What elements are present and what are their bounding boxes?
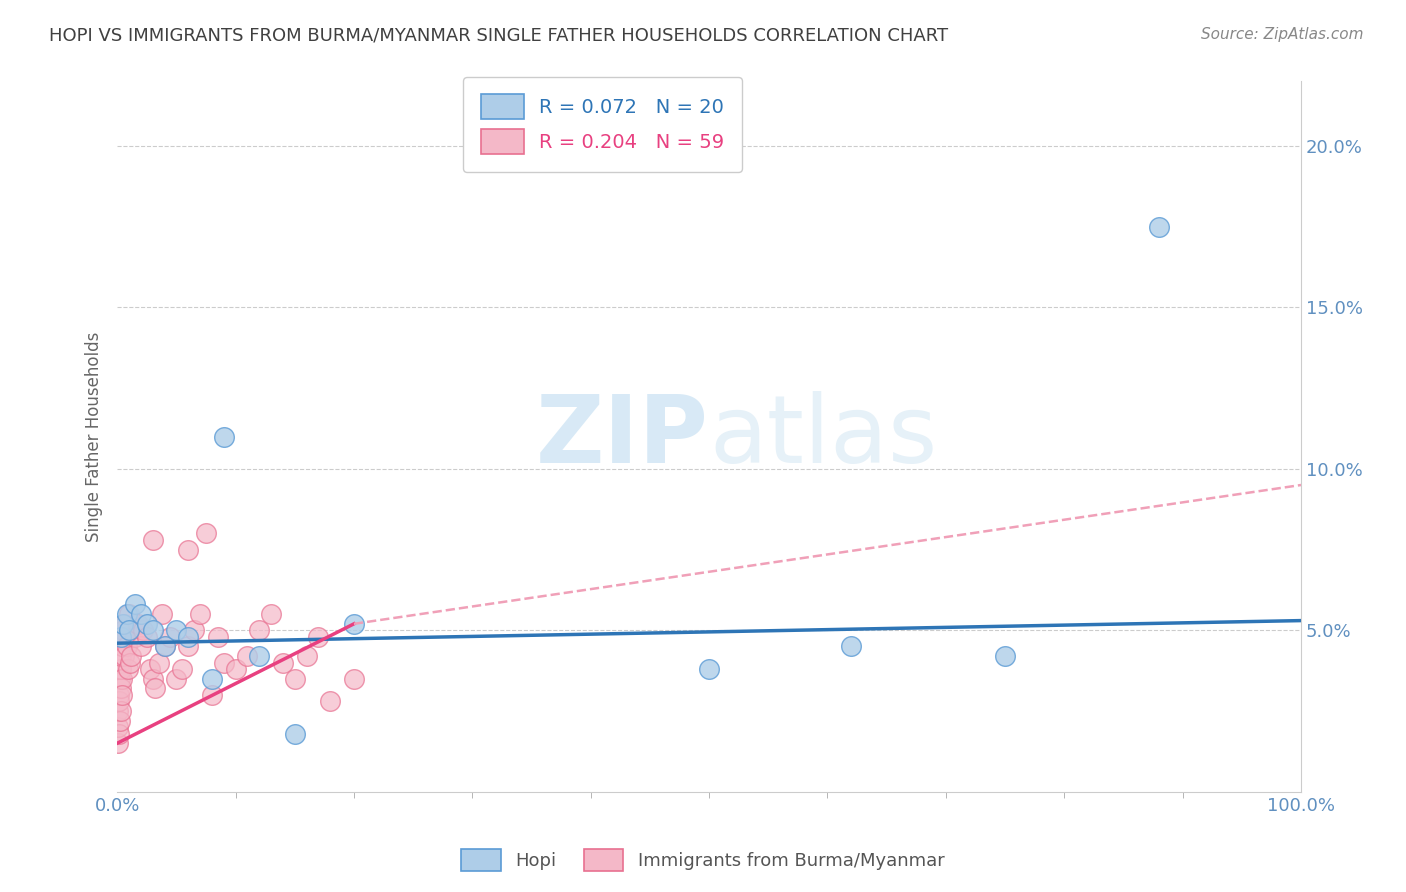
Point <box>107 688 129 702</box>
Point <box>108 672 131 686</box>
Point <box>142 672 165 686</box>
Point <box>260 607 283 621</box>
Text: HOPI VS IMMIGRANTS FROM BURMA/MYANMAR SINGLE FATHER HOUSEHOLDS CORRELATION CHART: HOPI VS IMMIGRANTS FROM BURMA/MYANMAR SI… <box>49 27 948 45</box>
Point <box>108 726 131 740</box>
Point <box>172 662 194 676</box>
Point <box>110 630 132 644</box>
Point <box>839 640 862 654</box>
Point <box>194 526 217 541</box>
Point <box>165 672 187 686</box>
Point <box>177 630 200 644</box>
Point <box>128 616 150 631</box>
Point <box>307 630 329 644</box>
Point <box>108 694 131 708</box>
Point <box>139 662 162 676</box>
Point <box>110 662 132 676</box>
Point <box>212 429 235 443</box>
Point <box>115 607 138 621</box>
Point <box>188 607 211 621</box>
Point <box>319 694 342 708</box>
Point <box>110 649 132 664</box>
Point <box>124 630 146 644</box>
Point <box>153 640 176 654</box>
Point <box>118 624 141 638</box>
Point <box>114 616 136 631</box>
Point <box>201 688 224 702</box>
Text: Source: ZipAtlas.com: Source: ZipAtlas.com <box>1201 27 1364 42</box>
Point <box>135 630 157 644</box>
Point <box>111 640 134 654</box>
Point <box>108 714 131 728</box>
Point <box>129 640 152 654</box>
Point <box>111 672 134 686</box>
Point <box>124 598 146 612</box>
Point <box>107 720 129 734</box>
Point <box>343 616 366 631</box>
Point <box>236 649 259 664</box>
Text: atlas: atlas <box>709 391 938 483</box>
Legend: R = 0.072   N = 20, R = 0.204   N = 59: R = 0.072 N = 20, R = 0.204 N = 59 <box>464 77 742 171</box>
Point <box>225 662 247 676</box>
Point <box>111 688 134 702</box>
Legend: Hopi, Immigrants from Burma/Myanmar: Hopi, Immigrants from Burma/Myanmar <box>454 842 952 879</box>
Point <box>129 607 152 621</box>
Point <box>112 616 135 631</box>
Point <box>165 624 187 638</box>
Point <box>247 649 270 664</box>
Point <box>148 656 170 670</box>
Point <box>284 726 307 740</box>
Point <box>177 542 200 557</box>
Point <box>107 736 129 750</box>
Point <box>120 656 142 670</box>
Point <box>153 640 176 654</box>
Point <box>343 672 366 686</box>
Point <box>132 624 155 638</box>
Point <box>142 624 165 638</box>
Point <box>271 656 294 670</box>
Point <box>112 630 135 644</box>
Point <box>112 649 135 664</box>
Point <box>284 672 307 686</box>
Point <box>115 640 138 654</box>
Point <box>183 624 205 638</box>
Point <box>111 630 134 644</box>
Point <box>994 649 1017 664</box>
Point <box>1147 219 1170 234</box>
Point <box>118 607 141 621</box>
Point <box>142 533 165 547</box>
Point <box>150 607 173 621</box>
Point <box>143 681 166 696</box>
Point <box>177 640 200 654</box>
Point <box>110 704 132 718</box>
Point <box>117 662 139 676</box>
Point <box>295 649 318 664</box>
Point <box>112 624 135 638</box>
Point <box>107 704 129 718</box>
Point <box>110 681 132 696</box>
Point <box>120 649 142 664</box>
Point <box>135 616 157 631</box>
Point <box>207 630 229 644</box>
Y-axis label: Single Father Households: Single Father Households <box>86 332 103 541</box>
Text: ZIP: ZIP <box>536 391 709 483</box>
Point <box>108 656 131 670</box>
Point <box>201 672 224 686</box>
Point <box>247 624 270 638</box>
Point <box>697 662 720 676</box>
Point <box>159 630 181 644</box>
Point <box>212 656 235 670</box>
